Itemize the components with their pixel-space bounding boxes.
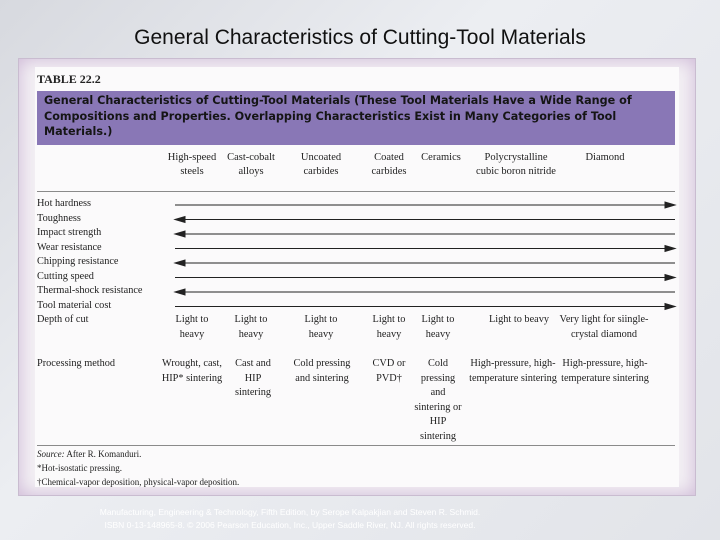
row-label-hot-hardness: Hot hardness [37,198,92,209]
process-cell-uncoated-carbides: Cold pressing and sintering [293,358,351,384]
depth-cell-cast-cobalt: Light to heavy [234,314,268,340]
column-header-ceramics: Ceramics [421,152,461,163]
depth-cell-diamond: Very light for siingle-crystal diamond [559,314,649,340]
column-header-diamond: Diamond [585,152,625,163]
arrow-toughness [173,215,675,224]
cvd-footnote: †Chemical-vapor deposition, physical-vap… [37,477,240,487]
depth-cell-uncoated-carbides: Light to heavy [304,314,338,340]
source-note: Source: After R. Komanduri. [37,449,141,459]
depth-cell-ceramics: Light to heavy [421,314,455,340]
arrow-tool-material-cost [175,302,677,311]
copyright-footer: Manufacturing, Engineering & Technology,… [60,506,520,532]
column-header-uncoated-carbides: Uncoated carbides [300,152,342,177]
arrow-chipping-resistance [173,259,675,267]
arrow-cutting-speed [175,273,677,282]
table-panel: TABLE 22.2 General Characteristics of Cu… [18,58,696,496]
row-label-tool-material-cost: Tool material cost [37,299,112,311]
column-header-cast-cobalt-alloys: Cast-cobalt alloys [227,152,275,177]
row-label-wear-resistance: Wear resistance [37,241,102,253]
row-label-toughness: Toughness [37,212,81,224]
footer-line-2: ISBN 0-13-148965-8. © 2006 Pearson Educa… [104,520,476,530]
footer-line-1: Manufacturing, Engineering & Technology,… [99,507,481,517]
table-number: TABLE 22.2 [37,72,101,86]
table-caption-banner: General Characteristics of Cutting-Tool … [37,91,675,145]
process-cell-high-speed-steels: Wrought, cast, HIP* sintering [161,358,223,384]
process-cell-cast-cobalt: Cast and HIP sintering [234,358,272,398]
process-cell-ceramics: Cold pressing and sintering or HIP sinte… [414,358,462,442]
row-label-cutting-speed: Cutting speed [37,270,94,282]
row-label-thermal-shock-resistance: Thermal-shock resistance [37,285,143,296]
arrow-wear-resistance [175,244,677,253]
row-label-depth-of-cut: Depth of cut [37,314,89,325]
process-cell-pcbn: High-pressure, high-temperature sinterin… [469,358,557,384]
process-cell-coated-carbides: CVD or PVD† [372,358,406,384]
arrow-thermal-shock-resistance [173,288,675,296]
arrow-hot-hardness [175,201,677,209]
trend-arrows [173,201,677,311]
column-header-high-speed-steels: High-speed steels [167,152,217,177]
source-label: Source: [37,449,65,459]
row-label-processing-method: Processing method [37,358,116,369]
hip-footnote: *Hot-isostatic pressing. [37,463,122,473]
depth-cell-coated-carbides: Light to heavy [372,314,406,340]
column-header-coated-carbides: Coated carbides [371,152,407,177]
footnote-divider [37,445,675,446]
depth-cell-pcbn: Light to beavy [488,314,550,325]
header-divider [37,191,675,192]
slide-title: General Characteristics of Cutting-Tool … [134,26,586,49]
source-text: After R. Komanduri. [66,449,142,459]
column-header-pcbn: Polycrystalline cubic boron nitride [476,152,556,177]
arrow-impact-strength [173,230,675,238]
process-cell-diamond: High-pressure, high-temperature sinterin… [561,358,649,384]
depth-cell-high-speed-steels: Light to heavy [175,314,209,340]
row-label-impact-strength: Impact strength [37,227,102,238]
table-area: TABLE 22.2 General Characteristics of Cu… [35,67,679,487]
row-label-chipping-resistance: Chipping resistance [37,256,119,267]
